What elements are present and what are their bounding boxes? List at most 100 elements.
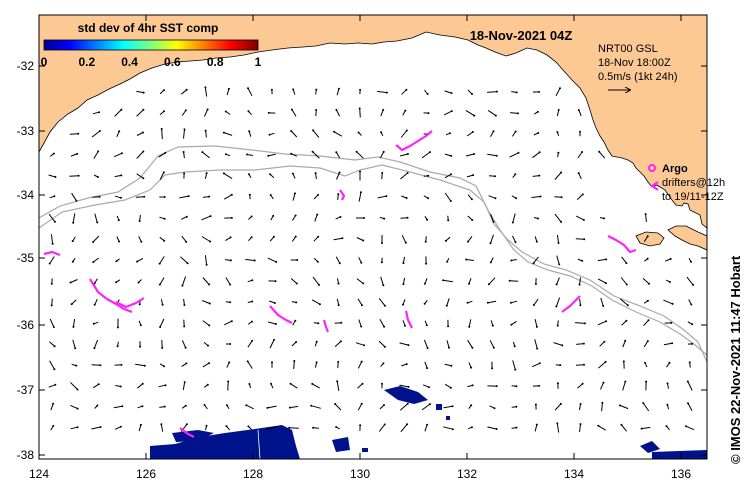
current-arrow-head [115, 260, 117, 262]
x-tick-label: 124 [29, 467, 49, 481]
current-arrow-head [359, 171, 361, 173]
current-arrow-head [165, 384, 167, 386]
current-arrow-head [295, 236, 297, 238]
current-arrow-head [319, 303, 321, 305]
current-arrow-head [510, 302, 512, 304]
current-arrow-head [229, 284, 231, 286]
current-arrow-head [426, 219, 428, 221]
current-arrow-head [539, 362, 541, 364]
colorbar-tick: 0.8 [207, 55, 224, 69]
current-arrow-head [556, 283, 558, 285]
current-arrow-head [251, 216, 253, 218]
current-arrow-head [445, 240, 447, 242]
current-arrow-head [510, 260, 512, 262]
current-arrow-head [495, 115, 497, 117]
current-arrow-head [96, 221, 98, 223]
current-arrow-head [77, 389, 79, 391]
current-arrow-head [558, 109, 560, 111]
current-arrow-head [210, 215, 212, 217]
legend-line: 0.5m/s (1kt 24h) [598, 71, 677, 83]
current-arrow-head [667, 382, 669, 384]
current-arrow-head [72, 326, 74, 328]
current-arrow-head [159, 326, 161, 328]
current-arrow-head [492, 325, 494, 327]
current-arrow-head [292, 88, 294, 90]
current-arrow-head [98, 383, 100, 385]
current-arrow-head [340, 340, 342, 342]
current-arrow-head [533, 304, 535, 306]
current-arrow-head [619, 404, 621, 406]
current-arrow-head [98, 111, 100, 113]
current-arrow-head [336, 380, 338, 382]
current-arrow-head [429, 403, 431, 405]
current-arrow-head [360, 191, 362, 193]
current-arrow-head [140, 324, 142, 326]
current-arrow-head [470, 404, 472, 406]
current-arrow-head [424, 283, 426, 285]
current-arrow-head [579, 284, 581, 286]
current-arrow-head [471, 93, 473, 95]
colorbar-tick: 0.4 [121, 55, 138, 69]
current-arrow-head [208, 362, 210, 364]
colorbar-tick: 0 [41, 55, 48, 69]
current-arrow-head [142, 151, 144, 153]
current-arrow-head [52, 243, 54, 245]
current-arrow-head [515, 385, 517, 387]
current-arrow-head [383, 151, 385, 153]
current-arrow-head [267, 428, 269, 430]
current-arrow-head [472, 384, 474, 386]
current-arrow-head [494, 407, 496, 409]
colorbar-gradient [44, 40, 258, 50]
current-arrow-head [49, 263, 51, 265]
current-arrow-head [447, 325, 449, 327]
current-arrow-head [275, 280, 277, 282]
current-arrow-head [669, 281, 671, 283]
current-arrow-head [382, 362, 384, 364]
current-arrow-head [209, 303, 211, 305]
current-arrow-head [381, 383, 383, 385]
current-arrow-head [205, 130, 207, 132]
current-arrow-head [248, 383, 250, 385]
current-arrow-head [428, 386, 430, 388]
current-arrow-head [315, 89, 317, 91]
current-arrow-head [247, 425, 249, 427]
current-arrow-head [315, 109, 317, 111]
current-arrow-head [685, 425, 687, 427]
current-arrow-head [118, 241, 120, 243]
current-arrow-head [361, 403, 363, 405]
current-arrow-head [647, 300, 649, 302]
current-arrow-head [208, 324, 210, 326]
current-arrow-head [404, 325, 406, 327]
current-arrow-head [605, 258, 607, 260]
current-arrow-head [580, 403, 582, 405]
current-arrow-head [467, 302, 469, 304]
current-arrow-head [559, 87, 561, 89]
current-arrow-head [183, 151, 185, 153]
current-arrow-head [645, 213, 647, 215]
map-title: 18-Nov-2021 04Z [470, 28, 573, 43]
current-arrow-icon [294, 361, 295, 369]
current-arrow-head [644, 362, 646, 364]
current-arrow-head [289, 407, 291, 409]
current-arrow-head [429, 151, 431, 153]
current-arrow-head [579, 304, 581, 306]
current-arrow-head [339, 216, 341, 218]
current-arrow-head [290, 130, 292, 132]
current-arrow-head [690, 304, 692, 306]
current-arrow-head [641, 428, 643, 430]
current-arrow-head [316, 341, 318, 343]
current-arrow-head [245, 404, 247, 406]
current-arrow-head [582, 383, 584, 385]
current-arrow-head [381, 172, 383, 174]
current-arrow-head [381, 261, 383, 263]
current-arrow-head [384, 346, 386, 348]
current-arrow-head [338, 304, 340, 306]
current-arrow-head [386, 92, 388, 94]
current-arrow-head [382, 284, 384, 286]
current-arrow-head [139, 303, 141, 305]
current-arrow-head [407, 403, 409, 405]
current-arrow-head [450, 173, 452, 175]
current-arrow-head [51, 283, 53, 285]
current-arrow-head [471, 347, 473, 349]
colorbar-tick: 0.2 [78, 55, 95, 69]
